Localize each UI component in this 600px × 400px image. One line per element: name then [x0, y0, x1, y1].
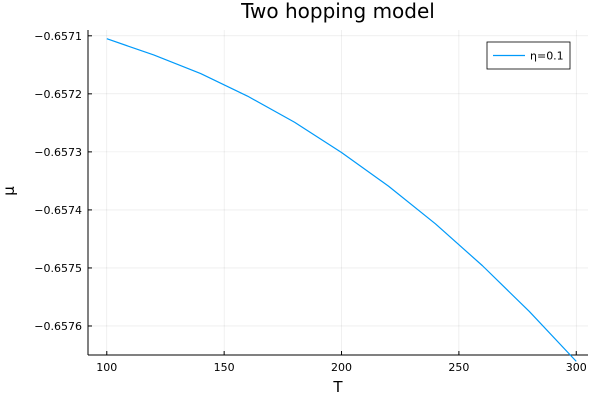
series-layer	[106, 38, 577, 362]
axes	[87, 30, 588, 356]
ticks: 100 150 200 250 300 −0.6571 −0.6572 −0.6573 −0.6…	[34, 30, 586, 374]
x-tick-label: 100	[96, 361, 117, 374]
grid	[88, 30, 588, 355]
y-tick-label: −0.6572	[34, 88, 82, 101]
series-line	[106, 38, 577, 362]
y-axis-title: μ	[0, 186, 18, 196]
y-tick-label: −0.6576	[34, 320, 82, 333]
legend-label: η=0.1	[530, 50, 564, 63]
x-tick-label: 150	[214, 361, 235, 374]
y-tick-label: −0.6574	[34, 204, 82, 217]
y-tick-label: −0.6573	[34, 146, 82, 159]
y-tick-label: −0.6575	[34, 262, 82, 275]
x-tick-label: 250	[448, 361, 469, 374]
x-tick-label: 300	[566, 361, 587, 374]
chart-title: Two hopping model	[240, 0, 435, 23]
y-tick-label: −0.6571	[34, 30, 82, 43]
x-axis-title: T	[332, 378, 343, 396]
legend: η=0.1	[486, 41, 571, 70]
x-tick-label: 200	[331, 361, 352, 374]
